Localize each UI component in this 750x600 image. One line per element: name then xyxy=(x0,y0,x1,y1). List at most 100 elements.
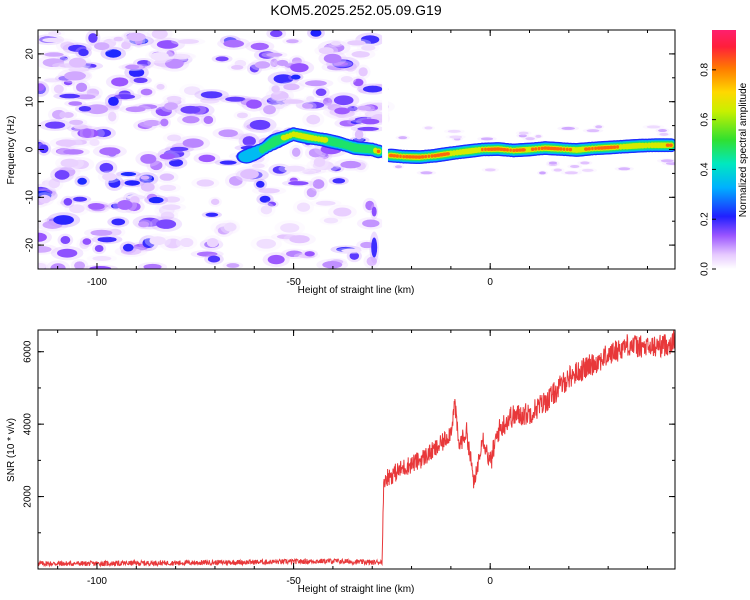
noise-blob xyxy=(518,134,527,138)
noise-blob xyxy=(362,85,383,93)
ridge-segment xyxy=(534,147,538,151)
noise-blob xyxy=(561,126,575,130)
noise-blob xyxy=(125,64,140,70)
edge-blob xyxy=(371,237,378,258)
noise-blob xyxy=(48,31,62,36)
colorbar-tick-label: 0.4 xyxy=(700,162,711,176)
noise-blob xyxy=(102,172,117,181)
ridge-segment xyxy=(417,155,422,159)
x-tick-label: 0 xyxy=(487,277,493,288)
spectrogram-x-ticks: -100 -50 0 xyxy=(57,30,648,288)
noise-blob xyxy=(360,35,380,44)
noise-blob xyxy=(349,251,360,260)
noise-blob xyxy=(570,164,580,168)
noise-blob xyxy=(179,237,194,248)
noise-blob xyxy=(323,53,342,64)
noise-blob xyxy=(177,39,199,44)
noise-blob xyxy=(108,111,117,122)
snr-x-label: Height of straight line (km) xyxy=(298,584,415,595)
noise-blob xyxy=(156,83,165,90)
noise-blob xyxy=(291,147,301,157)
noise-blob xyxy=(138,221,150,228)
noise-blob xyxy=(196,179,215,187)
noise-blob xyxy=(78,106,92,112)
spectrogram-x-label: Height of straight line (km) xyxy=(298,285,415,296)
noise-blob xyxy=(358,67,368,77)
noise-blob xyxy=(160,211,175,220)
y-tick-label: 6000 xyxy=(23,340,34,363)
noise-blob xyxy=(270,58,279,68)
noise-blob xyxy=(249,119,271,130)
noise-blob xyxy=(196,251,218,257)
colorbar-label: Normalized spectral amplitude xyxy=(738,82,749,217)
figure-title: KOM5.2025.252.05.09.G19 xyxy=(270,2,441,18)
noise-blob xyxy=(270,90,289,101)
noise-blob xyxy=(361,118,380,125)
snr-series-line xyxy=(38,330,675,568)
noise-blob xyxy=(313,157,326,168)
noise-blob xyxy=(120,172,137,177)
noise-blob xyxy=(60,236,71,245)
noise-blob xyxy=(75,94,96,100)
ridge-segment xyxy=(596,146,601,150)
ridge-segment xyxy=(395,154,399,158)
noise-blob xyxy=(77,177,87,185)
noise-blob xyxy=(133,77,148,84)
noise-blob xyxy=(99,162,114,173)
noise-blob xyxy=(306,187,317,198)
noise-blob xyxy=(236,112,248,119)
ridge-segment xyxy=(505,148,510,152)
noise-blob xyxy=(259,195,271,203)
noise-blob xyxy=(357,105,371,111)
noise-blob xyxy=(360,241,374,249)
noise-blob xyxy=(38,83,45,92)
noise-blob xyxy=(60,158,79,168)
snr-y-label: SNR (10 * v/v) xyxy=(6,418,17,482)
ridge-segment xyxy=(540,146,544,151)
noise-blob xyxy=(394,165,403,169)
noise-blob xyxy=(108,96,119,106)
noise-blob xyxy=(69,119,84,125)
ridge-segment xyxy=(591,146,594,151)
noise-blob xyxy=(126,32,146,42)
ridge-segment xyxy=(665,143,671,147)
y-tick-label: 0 xyxy=(25,146,36,152)
noise-blob xyxy=(62,112,74,118)
ridge-segment xyxy=(392,154,397,158)
noise-blob xyxy=(449,135,463,139)
noise-blob xyxy=(169,53,190,59)
noise-blob xyxy=(203,115,214,125)
noise-blob xyxy=(302,169,317,175)
noise-blob xyxy=(89,139,100,146)
noise-blob xyxy=(340,76,353,83)
ridge-segment xyxy=(420,155,425,159)
noise-blob xyxy=(206,238,219,248)
noise-blob xyxy=(200,97,220,104)
noise-blob xyxy=(105,49,122,58)
noise-blob xyxy=(225,96,246,102)
noise-blob xyxy=(159,173,175,181)
noise-blob xyxy=(38,194,51,204)
noise-blob xyxy=(68,101,83,106)
noise-blob xyxy=(330,166,342,172)
noise-blob xyxy=(351,50,370,58)
noise-blob xyxy=(398,136,408,140)
y-tick-label: 4000 xyxy=(23,413,34,436)
noise-blob xyxy=(306,96,315,102)
noise-blob xyxy=(286,39,299,44)
noise-blob xyxy=(535,134,542,138)
ridge-segment xyxy=(430,154,434,158)
noise-blob xyxy=(121,41,131,50)
noise-blob xyxy=(78,48,89,57)
ridge-segment xyxy=(562,147,566,151)
noise-blob xyxy=(581,168,594,172)
noise-blob xyxy=(95,128,112,138)
noise-blob xyxy=(57,248,78,258)
noise-blob xyxy=(183,86,201,96)
noise-blob xyxy=(586,129,600,133)
noise-blob xyxy=(150,51,169,61)
noise-blob xyxy=(276,59,289,66)
noise-blob xyxy=(318,47,334,55)
snr-panel: -100 -50 0 2000 4000 6000 Height of straight… xyxy=(6,329,676,595)
noise-blob xyxy=(63,149,84,155)
